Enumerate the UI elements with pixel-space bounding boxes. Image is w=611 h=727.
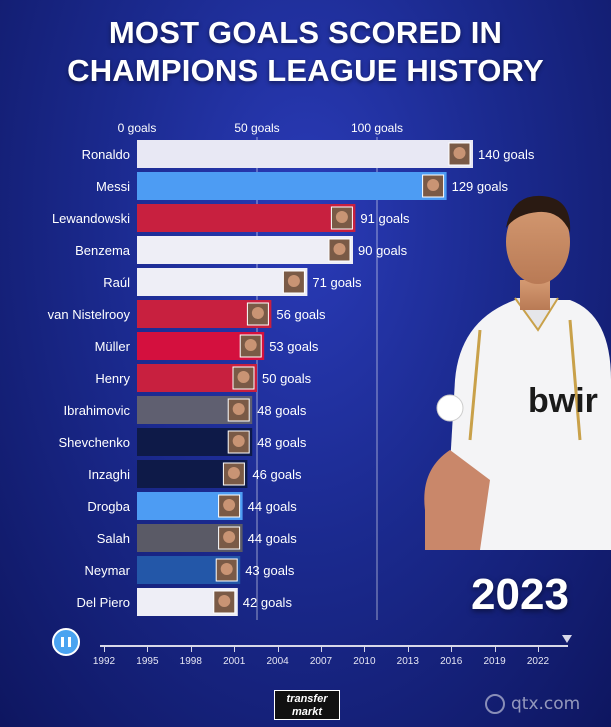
timeline-year-label: 1995 — [136, 656, 159, 667]
pause-button[interactable] — [52, 628, 80, 656]
timeline-tick — [321, 647, 322, 652]
value-label: 71 goals — [312, 275, 362, 290]
bar — [137, 268, 308, 296]
category-label: van Nistelrooy — [48, 307, 131, 322]
category-label: Lewandowski — [52, 211, 130, 226]
player-avatar-face — [232, 435, 245, 447]
value-label: 44 goals — [248, 531, 298, 546]
timeline-year-label: 1998 — [179, 656, 202, 667]
player-avatar-face — [218, 595, 231, 607]
value-label: 140 goals — [478, 147, 535, 162]
player-avatar-face — [232, 403, 245, 415]
player-avatar-face — [237, 371, 250, 383]
category-label: Inzaghi — [88, 467, 130, 482]
category-label: Ronaldo — [82, 147, 130, 162]
player-avatar-face — [335, 211, 348, 223]
value-label: 129 goals — [452, 179, 509, 194]
player-avatar-face — [220, 563, 233, 575]
value-label: 50 goals — [262, 371, 312, 386]
logo-line-2: markt — [292, 706, 322, 718]
bar — [137, 172, 447, 200]
value-label: 56 goals — [276, 307, 326, 322]
title-line-2: CHAMPIONS LEAGUE HISTORY — [67, 53, 544, 88]
value-label: 46 goals — [252, 467, 302, 482]
category-label: Salah — [97, 531, 130, 546]
timeline-year-label: 2004 — [266, 656, 289, 667]
timeline-year-label: 1992 — [92, 656, 116, 667]
title-line-1: MOST GOALS SCORED IN — [108, 15, 503, 50]
timeline-year-label: 2016 — [440, 656, 463, 667]
x-tick-label: 50 goals — [234, 121, 279, 135]
watermark-text: qtx.com — [511, 694, 581, 714]
watermark-icon — [485, 694, 505, 714]
category-label: Raúl — [103, 275, 130, 290]
timeline-tick — [277, 647, 279, 652]
timeline-tick — [147, 647, 149, 652]
chart-title: MOST GOALS SCORED IN CHAMPIONS LEAGUE HI… — [0, 14, 611, 90]
value-label: 90 goals — [358, 243, 408, 258]
timeline-tick — [234, 647, 236, 652]
pause-icon-bar-right — [68, 637, 71, 647]
category-label: Drogba — [87, 499, 130, 514]
category-label: Neymar — [84, 563, 130, 578]
x-tick-label: 0 goals — [118, 121, 157, 135]
timeline-year-label: 2010 — [353, 656, 376, 667]
svg-text:bwir: bwir — [528, 382, 598, 420]
year-display: 2023 — [471, 570, 569, 619]
timeline-year-label: 2001 — [223, 656, 246, 667]
timeline-tick — [407, 647, 409, 652]
timeline-tick — [451, 647, 453, 652]
timeline-marker-icon[interactable] — [562, 635, 572, 643]
player-avatar-face — [427, 179, 440, 191]
player-avatar-face — [453, 147, 466, 159]
value-label: 53 goals — [269, 339, 319, 354]
pause-icon-bar-left — [61, 637, 64, 647]
x-tick-label: 100 goals — [351, 121, 403, 135]
bar — [137, 204, 356, 232]
player-avatar-face — [244, 339, 257, 351]
watermark: qtx.com — [485, 694, 605, 718]
timeline-tick — [190, 647, 192, 652]
timeline-tick — [494, 647, 496, 652]
timeline-year-label: 2022 — [526, 656, 550, 667]
player-avatar-face — [287, 275, 300, 287]
category-label: Müller — [95, 339, 131, 354]
timeline-year-label: 2013 — [396, 656, 419, 667]
timeline-tick — [104, 647, 105, 652]
player-avatar-face — [333, 243, 346, 255]
category-label: Ibrahimovic — [64, 403, 131, 418]
timeline-tick — [364, 647, 366, 652]
bar — [137, 140, 473, 168]
value-label: 44 goals — [248, 499, 298, 514]
logo-line-1: transfer — [286, 693, 328, 705]
player-avatar-face — [223, 499, 236, 511]
timeline-year-label: 2019 — [483, 656, 506, 667]
value-label: 91 goals — [360, 211, 410, 226]
value-label: 48 goals — [257, 435, 307, 450]
bar — [137, 236, 353, 264]
transfermarkt-logo: transfer markt — [274, 690, 340, 720]
player-avatar-face — [227, 467, 240, 479]
category-label: Henry — [95, 371, 130, 386]
timeline-year-label: 2007 — [309, 656, 333, 667]
value-label: 42 goals — [243, 595, 293, 610]
player-avatar-face — [251, 307, 264, 319]
player-photo: bwir — [424, 195, 611, 550]
value-label: 48 goals — [257, 403, 307, 418]
category-label: Del Piero — [77, 595, 130, 610]
player-avatar-face — [223, 531, 236, 543]
category-label: Shevchenko — [58, 435, 130, 450]
category-label: Messi — [96, 179, 130, 194]
timeline[interactable]: 1992 1995 1998 2001 2004 2007 2010 2013 2016 2019… — [93, 635, 572, 675]
timeline-track — [100, 645, 568, 647]
timeline-tick — [538, 647, 539, 652]
category-label: Benzema — [75, 243, 131, 258]
value-label: 43 goals — [245, 563, 295, 578]
